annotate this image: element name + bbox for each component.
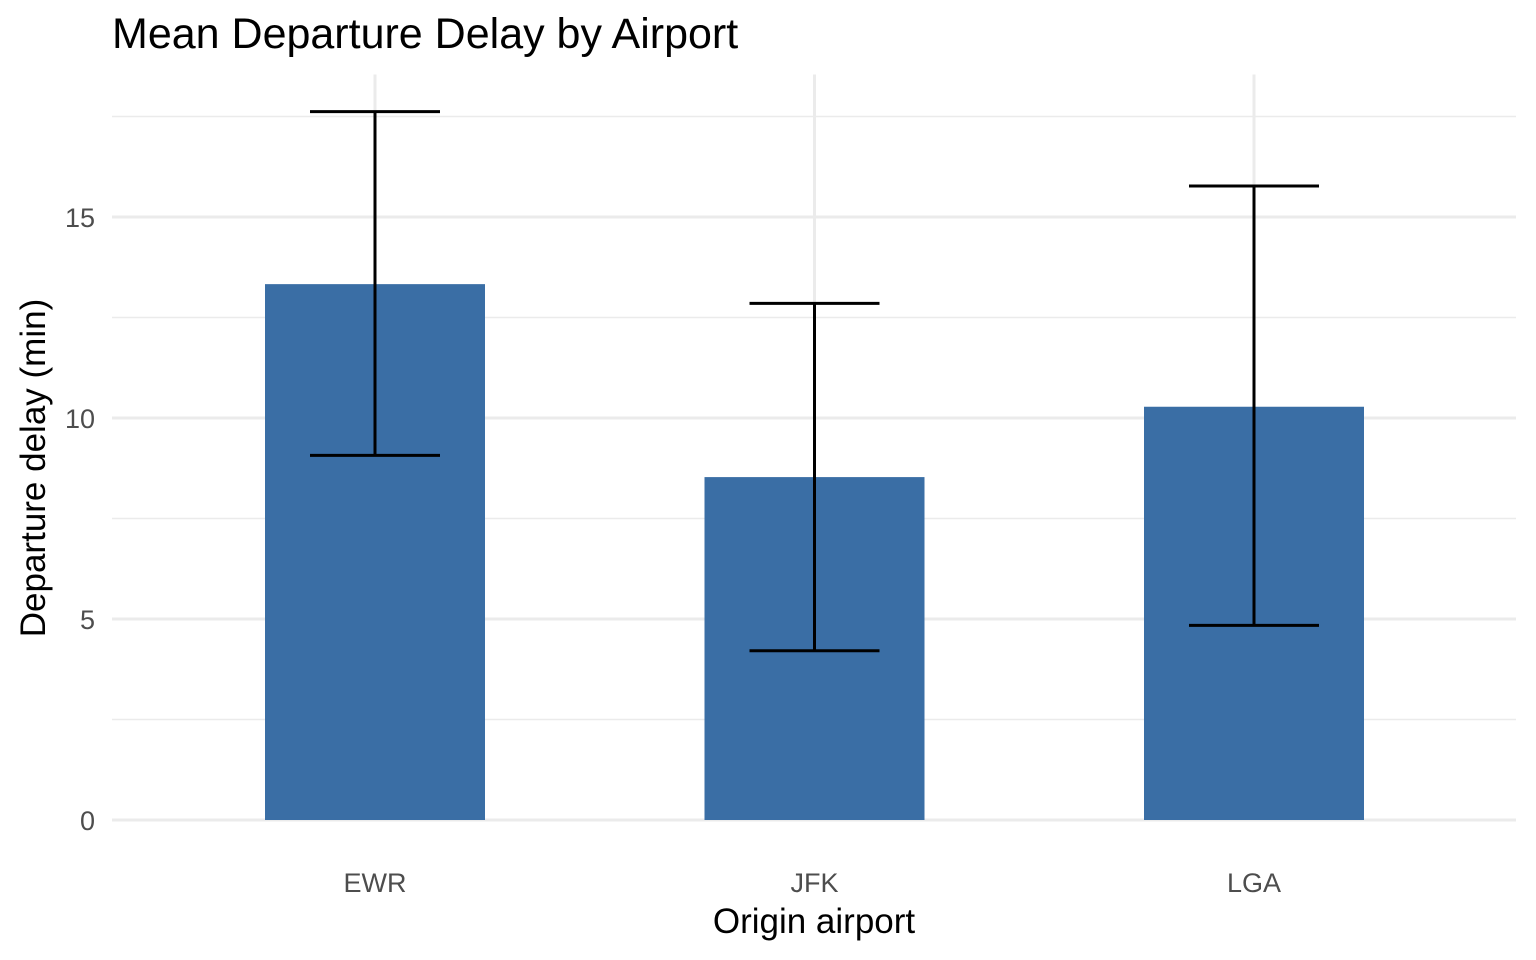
x-tick-label-jfk: JFK: [790, 868, 838, 898]
x-tick-label-lga: LGA: [1227, 868, 1281, 898]
x-tick-labels: EWR JFK LGA: [344, 868, 1282, 898]
y-tick-label: 5: [80, 605, 95, 635]
y-tick-label: 0: [80, 806, 95, 836]
y-tick-label: 10: [65, 404, 95, 434]
x-axis-label: Origin airport: [713, 902, 916, 941]
y-tick-label: 15: [65, 203, 95, 233]
x-tick-label-ewr: EWR: [344, 868, 407, 898]
chart-title: Mean Departure Delay by Airport: [112, 10, 739, 58]
y-tick-labels: 0 5 10 15: [65, 203, 95, 836]
y-axis-label: Departure delay (min): [14, 299, 53, 637]
error-bars: [310, 110, 1319, 653]
